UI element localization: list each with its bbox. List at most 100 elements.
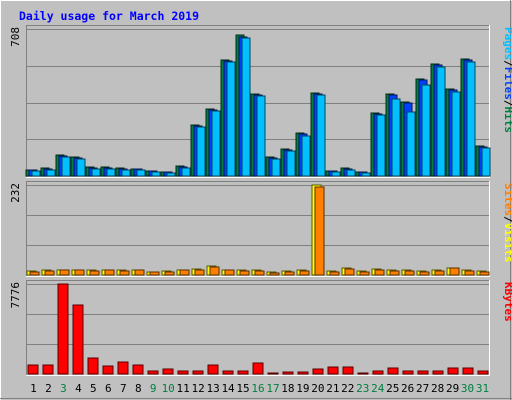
bar-sites-6: Sites 6: 12 [104, 269, 115, 276]
bar-pages-18: Pages 18: 120 [286, 150, 296, 177]
bar-sites-3: Sites 3: 12 [59, 269, 70, 276]
x-tick-label-25: 25 [386, 382, 399, 395]
bar-pages-29: Pages 29: 405 [451, 91, 461, 177]
bar-pages-7: Pages 7: 30 [121, 169, 131, 177]
bar-kbytes-3: KBytes 3: 7776 [57, 283, 69, 375]
bar-kbytes-6: KBytes 6: 700 [102, 365, 114, 375]
x-tick-label-11: 11 [177, 382, 190, 395]
legend-visits-sites: Sites/Visits [502, 183, 512, 263]
legend-entry: Pages [502, 27, 512, 60]
x-tick-label-8: 8 [135, 382, 142, 395]
bar-kbytes-9: KBytes 9: 300 [147, 370, 159, 375]
bar-pages-19: Pages 19: 195 [301, 135, 311, 177]
x-tick-label-16: 16 [251, 382, 264, 395]
legend-entry: Sites [502, 183, 512, 216]
bar-sites-1: Sites 1: 9 [29, 271, 40, 276]
bar-sites-12: Sites 12: 14 [194, 269, 205, 276]
bar-pages-22: Pages 22: 30 [346, 169, 356, 177]
x-tick-label-1: 1 [30, 382, 37, 395]
x-tick-label-7: 7 [120, 382, 127, 395]
bar-kbytes-23: KBytes 23: 60 [357, 372, 369, 375]
bar-kbytes-17: KBytes 17: 120 [267, 372, 279, 375]
bar-pages-3: Pages 3: 90 [61, 156, 71, 177]
bar-pages-24: Pages 24: 295 [376, 114, 386, 177]
bar-kbytes-13: KBytes 13: 750 [207, 364, 219, 375]
bar-pages-27: Pages 27: 440 [421, 84, 431, 177]
x-tick-label-18: 18 [281, 382, 294, 395]
bar-kbytes-24: KBytes 24: 250 [372, 370, 384, 375]
bar-sites-29: Sites 29: 17 [449, 267, 460, 276]
bar-sites-14: Sites 14: 12 [224, 269, 235, 276]
legend-entry: KBytes [502, 282, 512, 322]
x-tick-label-22: 22 [341, 382, 354, 395]
legend-entry: Files [502, 67, 512, 100]
panel-plot-area [26, 181, 490, 277]
bar-sites-27: Sites 27: 8 [419, 271, 430, 276]
bar-kbytes-11: KBytes 11: 300 [177, 370, 189, 375]
x-tick-label-28: 28 [431, 382, 444, 395]
bar-kbytes-4: KBytes 4: 6000 [72, 304, 84, 375]
bar-sites-31: Sites 31: 8 [479, 271, 490, 276]
bar-sites-11: Sites 11: 12 [179, 269, 190, 276]
x-tick-label-30: 30 [461, 382, 474, 395]
bar-kbytes-14: KBytes 14: 300 [222, 370, 234, 375]
bar-sites-13: Sites 13: 20 [209, 266, 220, 276]
bar-kbytes-12: KBytes 12: 300 [192, 370, 204, 375]
bar-kbytes-7: KBytes 7: 1050 [117, 361, 129, 375]
bar-pages-12: Pages 12: 235 [196, 126, 206, 177]
legend-hits-files-pages: Pages/Files/Hits [502, 27, 512, 133]
bar-sites-30: Sites 30: 10 [464, 270, 475, 276]
bar-kbytes-29: KBytes 29: 480 [447, 367, 459, 375]
bar-sites-9: Sites 9: 8 [149, 271, 160, 276]
bar-sites-20: Sites 20: 226 [314, 186, 325, 276]
x-tick-label-6: 6 [105, 382, 112, 395]
bar-kbytes-16: KBytes 16: 950 [252, 362, 264, 375]
bar-pages-15: Pages 15: 665 [241, 37, 251, 177]
x-tick-label-17: 17 [266, 382, 279, 395]
bar-sites-21: Sites 21: 9 [329, 271, 340, 276]
bar-sites-16: Sites 16: 11 [254, 270, 265, 276]
x-tick-label-12: 12 [192, 382, 205, 395]
bar-pages-1: Pages 1: 25 [31, 170, 41, 177]
bar-sites-7: Sites 7: 10 [119, 270, 130, 276]
bar-kbytes-1: KBytes 1: 800 [27, 364, 39, 375]
bar-pages-10: Pages 10: 15 [166, 172, 176, 177]
chart-title: Daily usage for March 2019 [19, 9, 199, 23]
bar-sites-2: Sites 2: 11 [44, 270, 55, 276]
x-tick-label-26: 26 [401, 382, 414, 395]
bar-kbytes-28: KBytes 28: 300 [432, 370, 444, 375]
bar-sites-10: Sites 10: 9 [164, 271, 175, 276]
y-max-label: 232 [9, 183, 22, 203]
bar-kbytes-21: KBytes 21: 600 [327, 366, 339, 375]
x-tick-label-2: 2 [45, 382, 52, 395]
bar-sites-19: Sites 19: 11 [299, 270, 310, 276]
x-tick-label-10: 10 [162, 382, 175, 395]
bar-pages-28: Pages 28: 525 [436, 66, 446, 177]
bar-pages-8: Pages 8: 30 [136, 169, 146, 177]
bar-sites-4: Sites 4: 12 [74, 269, 85, 276]
bar-sites-28: Sites 28: 10 [434, 270, 445, 276]
x-tick-label-24: 24 [371, 382, 385, 395]
x-tick-label-15: 15 [236, 382, 249, 395]
bar-sites-26: Sites 26: 11 [404, 270, 415, 276]
x-tick-label-5: 5 [90, 382, 97, 395]
panel-kbytes: 7776 KBytesKBytes 1: 800KBytes 2: 800KByt… [9, 280, 512, 376]
bar-kbytes-27: KBytes 27: 250 [417, 370, 429, 375]
x-tick-label-13: 13 [206, 382, 219, 395]
bar-pages-6: Pages 6: 35 [106, 168, 116, 177]
y-max-label: 7776 [9, 282, 22, 309]
bar-pages-17: Pages 17: 80 [271, 158, 281, 177]
bar-sites-23: Sites 23: 9 [359, 271, 370, 276]
bar-kbytes-22: KBytes 22: 600 [342, 366, 354, 375]
bar-pages-11: Pages 11: 40 [181, 167, 191, 177]
bar-kbytes-25: KBytes 25: 490 [387, 367, 399, 375]
bar-pages-4: Pages 4: 80 [76, 158, 86, 177]
bar-sites-15: Sites 15: 11 [239, 270, 250, 276]
bar-pages-14: Pages 14: 550 [226, 61, 236, 177]
legend-kbytes: KBytes [502, 282, 512, 322]
bar-pages-23: Pages 23: 15 [361, 172, 371, 177]
x-tick-label-14: 14 [221, 382, 235, 395]
x-tick-label-29: 29 [446, 382, 459, 395]
